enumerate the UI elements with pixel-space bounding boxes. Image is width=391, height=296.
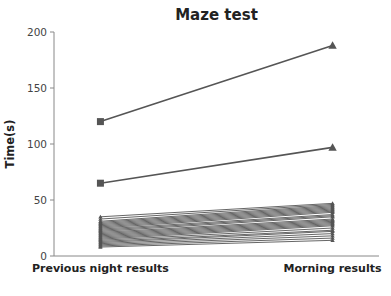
y-tick-label: 50 bbox=[34, 194, 47, 206]
y-axis-label: Time(s) bbox=[3, 120, 17, 169]
title: Maze test bbox=[175, 6, 258, 24]
y-tick bbox=[50, 88, 54, 89]
y-tick-label: 150 bbox=[27, 82, 47, 94]
y-tick bbox=[50, 200, 54, 201]
y-tick bbox=[50, 32, 54, 33]
marker bbox=[97, 180, 104, 187]
series-line bbox=[100, 240, 332, 247]
marker bbox=[330, 238, 334, 242]
marker bbox=[328, 143, 336, 151]
y-tick bbox=[50, 144, 54, 145]
x-tick-label: Previous night results bbox=[32, 262, 169, 275]
x-axis bbox=[54, 256, 379, 257]
marker bbox=[328, 41, 336, 49]
y-tick-label: 0 bbox=[40, 250, 47, 262]
chart: Maze test 0 50 100 150 200 Time(s) Previous nig… bbox=[0, 0, 391, 296]
y-tick-label: 200 bbox=[27, 26, 47, 38]
series-line bbox=[100, 230, 332, 241]
y-tick-label: 100 bbox=[27, 138, 47, 150]
series-line bbox=[100, 147, 332, 183]
x-tick-label: Morning results bbox=[284, 262, 382, 275]
y-axis bbox=[54, 32, 55, 256]
series-line bbox=[100, 45, 332, 121]
marker bbox=[98, 245, 102, 249]
y-tick bbox=[50, 256, 54, 257]
plot-area bbox=[97, 41, 337, 249]
series-line bbox=[100, 238, 332, 246]
marker bbox=[97, 118, 104, 125]
